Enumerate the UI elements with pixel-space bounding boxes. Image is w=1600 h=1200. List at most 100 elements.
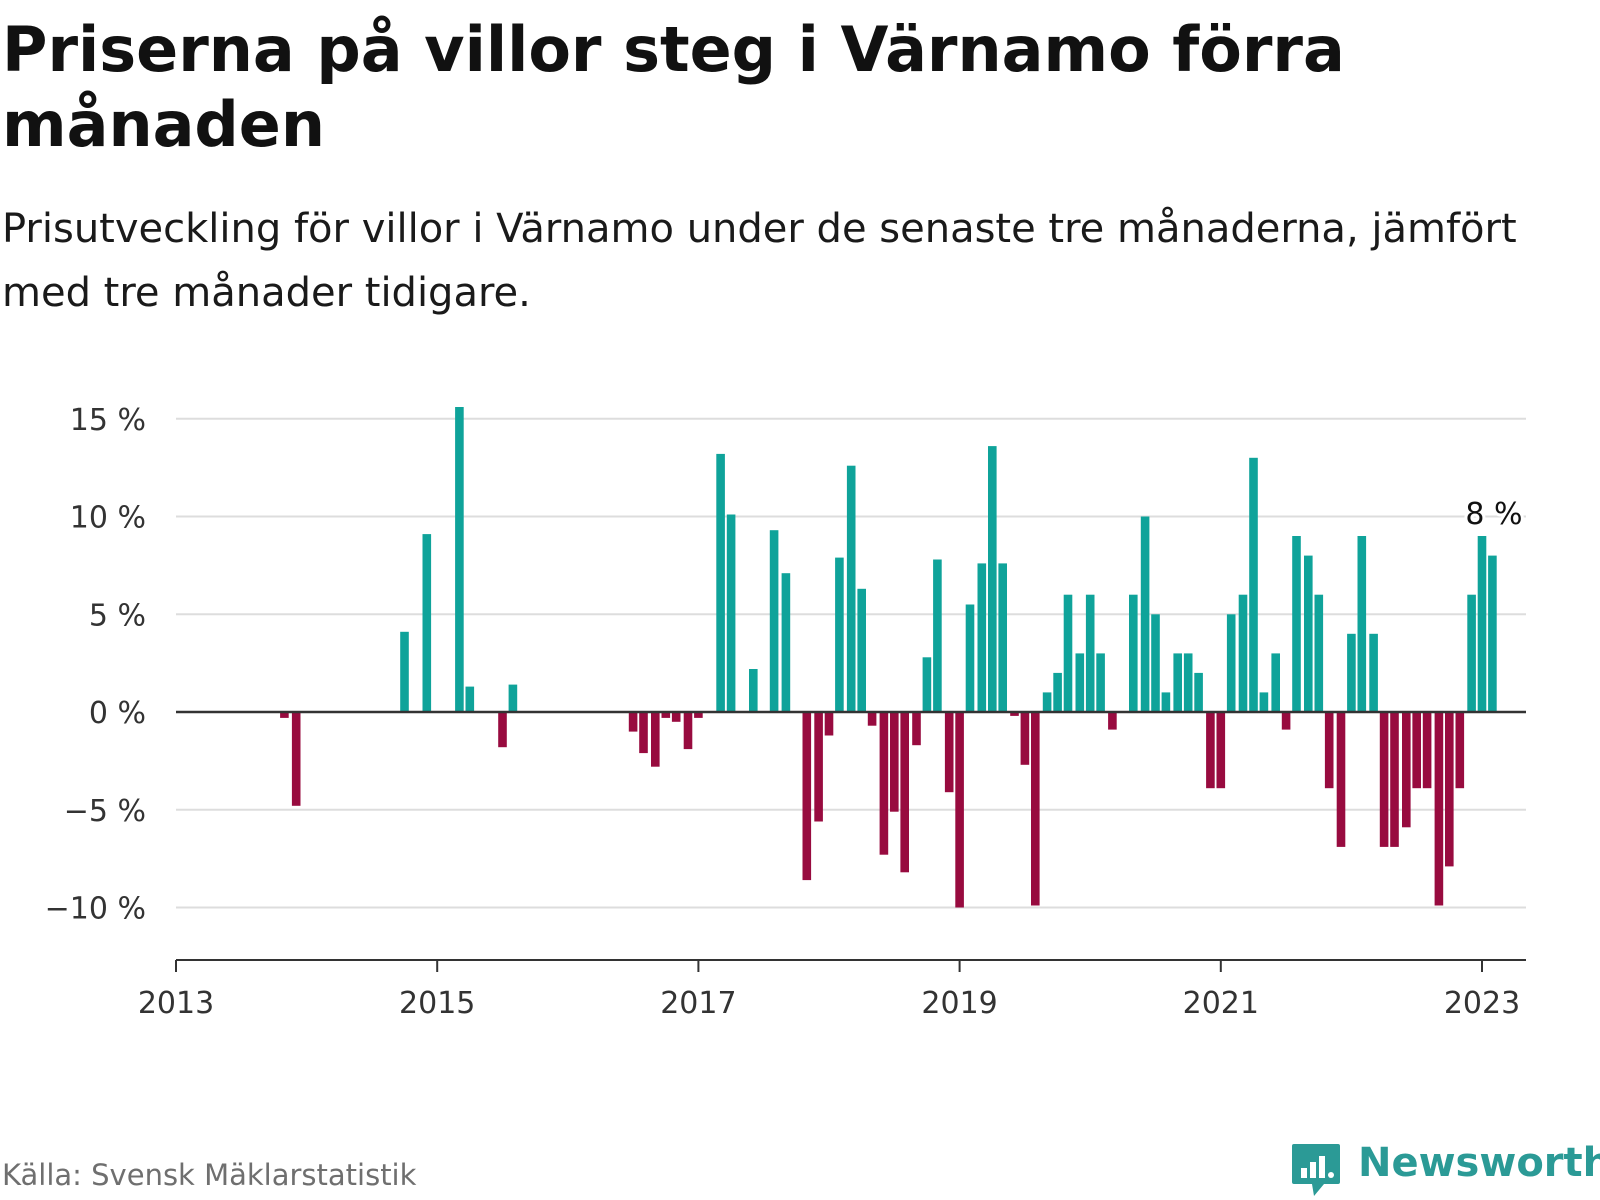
bar-negative	[280, 712, 289, 718]
x-axis: 2013 2015 2017 2019 2021 2023	[138, 959, 1526, 1020]
bar-negative	[291, 712, 301, 806]
bar-positive	[1194, 672, 1203, 712]
bar-negative	[1434, 712, 1444, 906]
bar-negative	[661, 712, 671, 718]
bars	[176, 407, 1526, 908]
bar-positive	[508, 684, 518, 712]
bar-negative	[1455, 712, 1465, 789]
bar-negative	[890, 712, 899, 812]
bar-negative	[1020, 712, 1030, 765]
bar-negative	[1412, 712, 1421, 789]
bar-positive	[769, 530, 779, 712]
bar-positive	[1292, 536, 1301, 712]
bar-negative	[671, 712, 681, 722]
bar-negative	[1390, 712, 1399, 847]
x-tick-label: 2015	[399, 986, 475, 1020]
x-tick-label: 2021	[1183, 986, 1259, 1020]
bar-chart: 15 % 10 % 5 % 0 % −5 % −10 % 2013 2015 2017 2019…	[45, 403, 1526, 1020]
bar-positive	[1151, 614, 1160, 713]
bar-positive	[422, 534, 432, 712]
bar-positive	[1226, 614, 1236, 713]
bar-positive	[835, 557, 844, 712]
bar-negative	[814, 712, 823, 822]
bar-positive	[1259, 692, 1269, 712]
bar-negative	[1445, 712, 1454, 867]
bar-positive	[1042, 692, 1052, 712]
bar-negative	[879, 712, 889, 855]
bar-negative	[651, 712, 660, 767]
bar-negative	[498, 712, 507, 748]
bar-positive	[726, 514, 736, 712]
bar-positive	[922, 657, 932, 712]
y-tick-label: −10 %	[45, 892, 146, 927]
bar-positive	[1271, 653, 1280, 712]
bar-negative	[1336, 712, 1346, 847]
bar-positive	[1173, 653, 1182, 712]
bar-positive	[1347, 633, 1356, 712]
bar-positive	[400, 631, 409, 712]
bar-positive	[1249, 457, 1258, 712]
bar-negative	[1031, 712, 1040, 906]
bar-positive	[1304, 555, 1313, 712]
bar-negative	[1281, 712, 1291, 730]
source-note: Källa: Svensk Mäklarstatistik	[2, 1158, 417, 1192]
bar-positive	[1161, 692, 1171, 712]
annotation-group: 8 %	[1462, 494, 1525, 535]
bar-positive	[1467, 594, 1476, 712]
bar-positive	[1063, 594, 1073, 712]
bar-negative	[1324, 712, 1334, 789]
bar-negative	[944, 712, 954, 793]
bar-negative	[802, 712, 812, 881]
bar-negative	[628, 712, 638, 732]
bar-negative	[639, 712, 648, 754]
bar-negative	[683, 712, 693, 750]
bar-negative	[1216, 712, 1226, 789]
brand-name: Newsworthy	[1358, 1140, 1600, 1186]
x-tick-label: 2017	[660, 986, 736, 1020]
bar-negative	[912, 712, 921, 746]
bar-positive	[965, 604, 975, 712]
bar-positive	[749, 669, 758, 712]
y-axis-labels: 15 % 10 % 5 % 0 % −5 % −10 %	[45, 403, 146, 927]
y-tick-label: 15 %	[70, 403, 146, 438]
bar-negative	[1422, 712, 1432, 789]
y-tick-label: −5 %	[64, 794, 146, 829]
bar-positive	[1129, 594, 1138, 712]
bar-negative	[1206, 712, 1215, 789]
y-tick-label: 0 %	[89, 696, 146, 731]
chart-subtitle: Prisutveckling för villor i Värnamo unde…	[2, 206, 1517, 316]
bar-positive	[1075, 653, 1085, 712]
chart-title: Priserna på villor steg i Värnamo förra …	[2, 13, 1345, 161]
bar-positive	[465, 686, 475, 712]
bar-positive	[1477, 536, 1487, 712]
x-tick-label: 2023	[1444, 986, 1520, 1020]
bar-positive	[1085, 594, 1095, 712]
y-tick-label: 10 %	[70, 501, 146, 536]
bar-positive	[988, 446, 997, 712]
bar-positive	[1053, 672, 1062, 712]
y-tick-label: 5 %	[89, 598, 146, 633]
bar-positive	[455, 407, 464, 712]
bar-negative	[694, 712, 703, 718]
bar-positive	[781, 573, 791, 712]
bar-positive	[716, 453, 725, 712]
bar-positive	[846, 465, 856, 712]
bar-negative	[824, 712, 834, 736]
bar-positive	[933, 559, 942, 712]
bar-positive	[977, 563, 987, 712]
bar-negative	[1108, 712, 1117, 730]
x-tick-label: 2019	[921, 986, 997, 1020]
bar-positive	[1314, 594, 1324, 712]
bar-positive	[998, 563, 1007, 712]
bar-negative	[1402, 712, 1411, 828]
newsworthy-logo-icon	[1292, 1144, 1340, 1196]
bar-positive	[1357, 536, 1367, 712]
bar-negative	[867, 712, 877, 726]
bar-positive	[1096, 653, 1105, 712]
bar-positive	[1140, 516, 1150, 712]
bar-negative	[1010, 712, 1019, 716]
bar-negative	[955, 712, 964, 908]
x-tick-label: 2013	[138, 986, 214, 1020]
bar-positive	[1183, 653, 1193, 712]
bar-negative	[1379, 712, 1389, 847]
